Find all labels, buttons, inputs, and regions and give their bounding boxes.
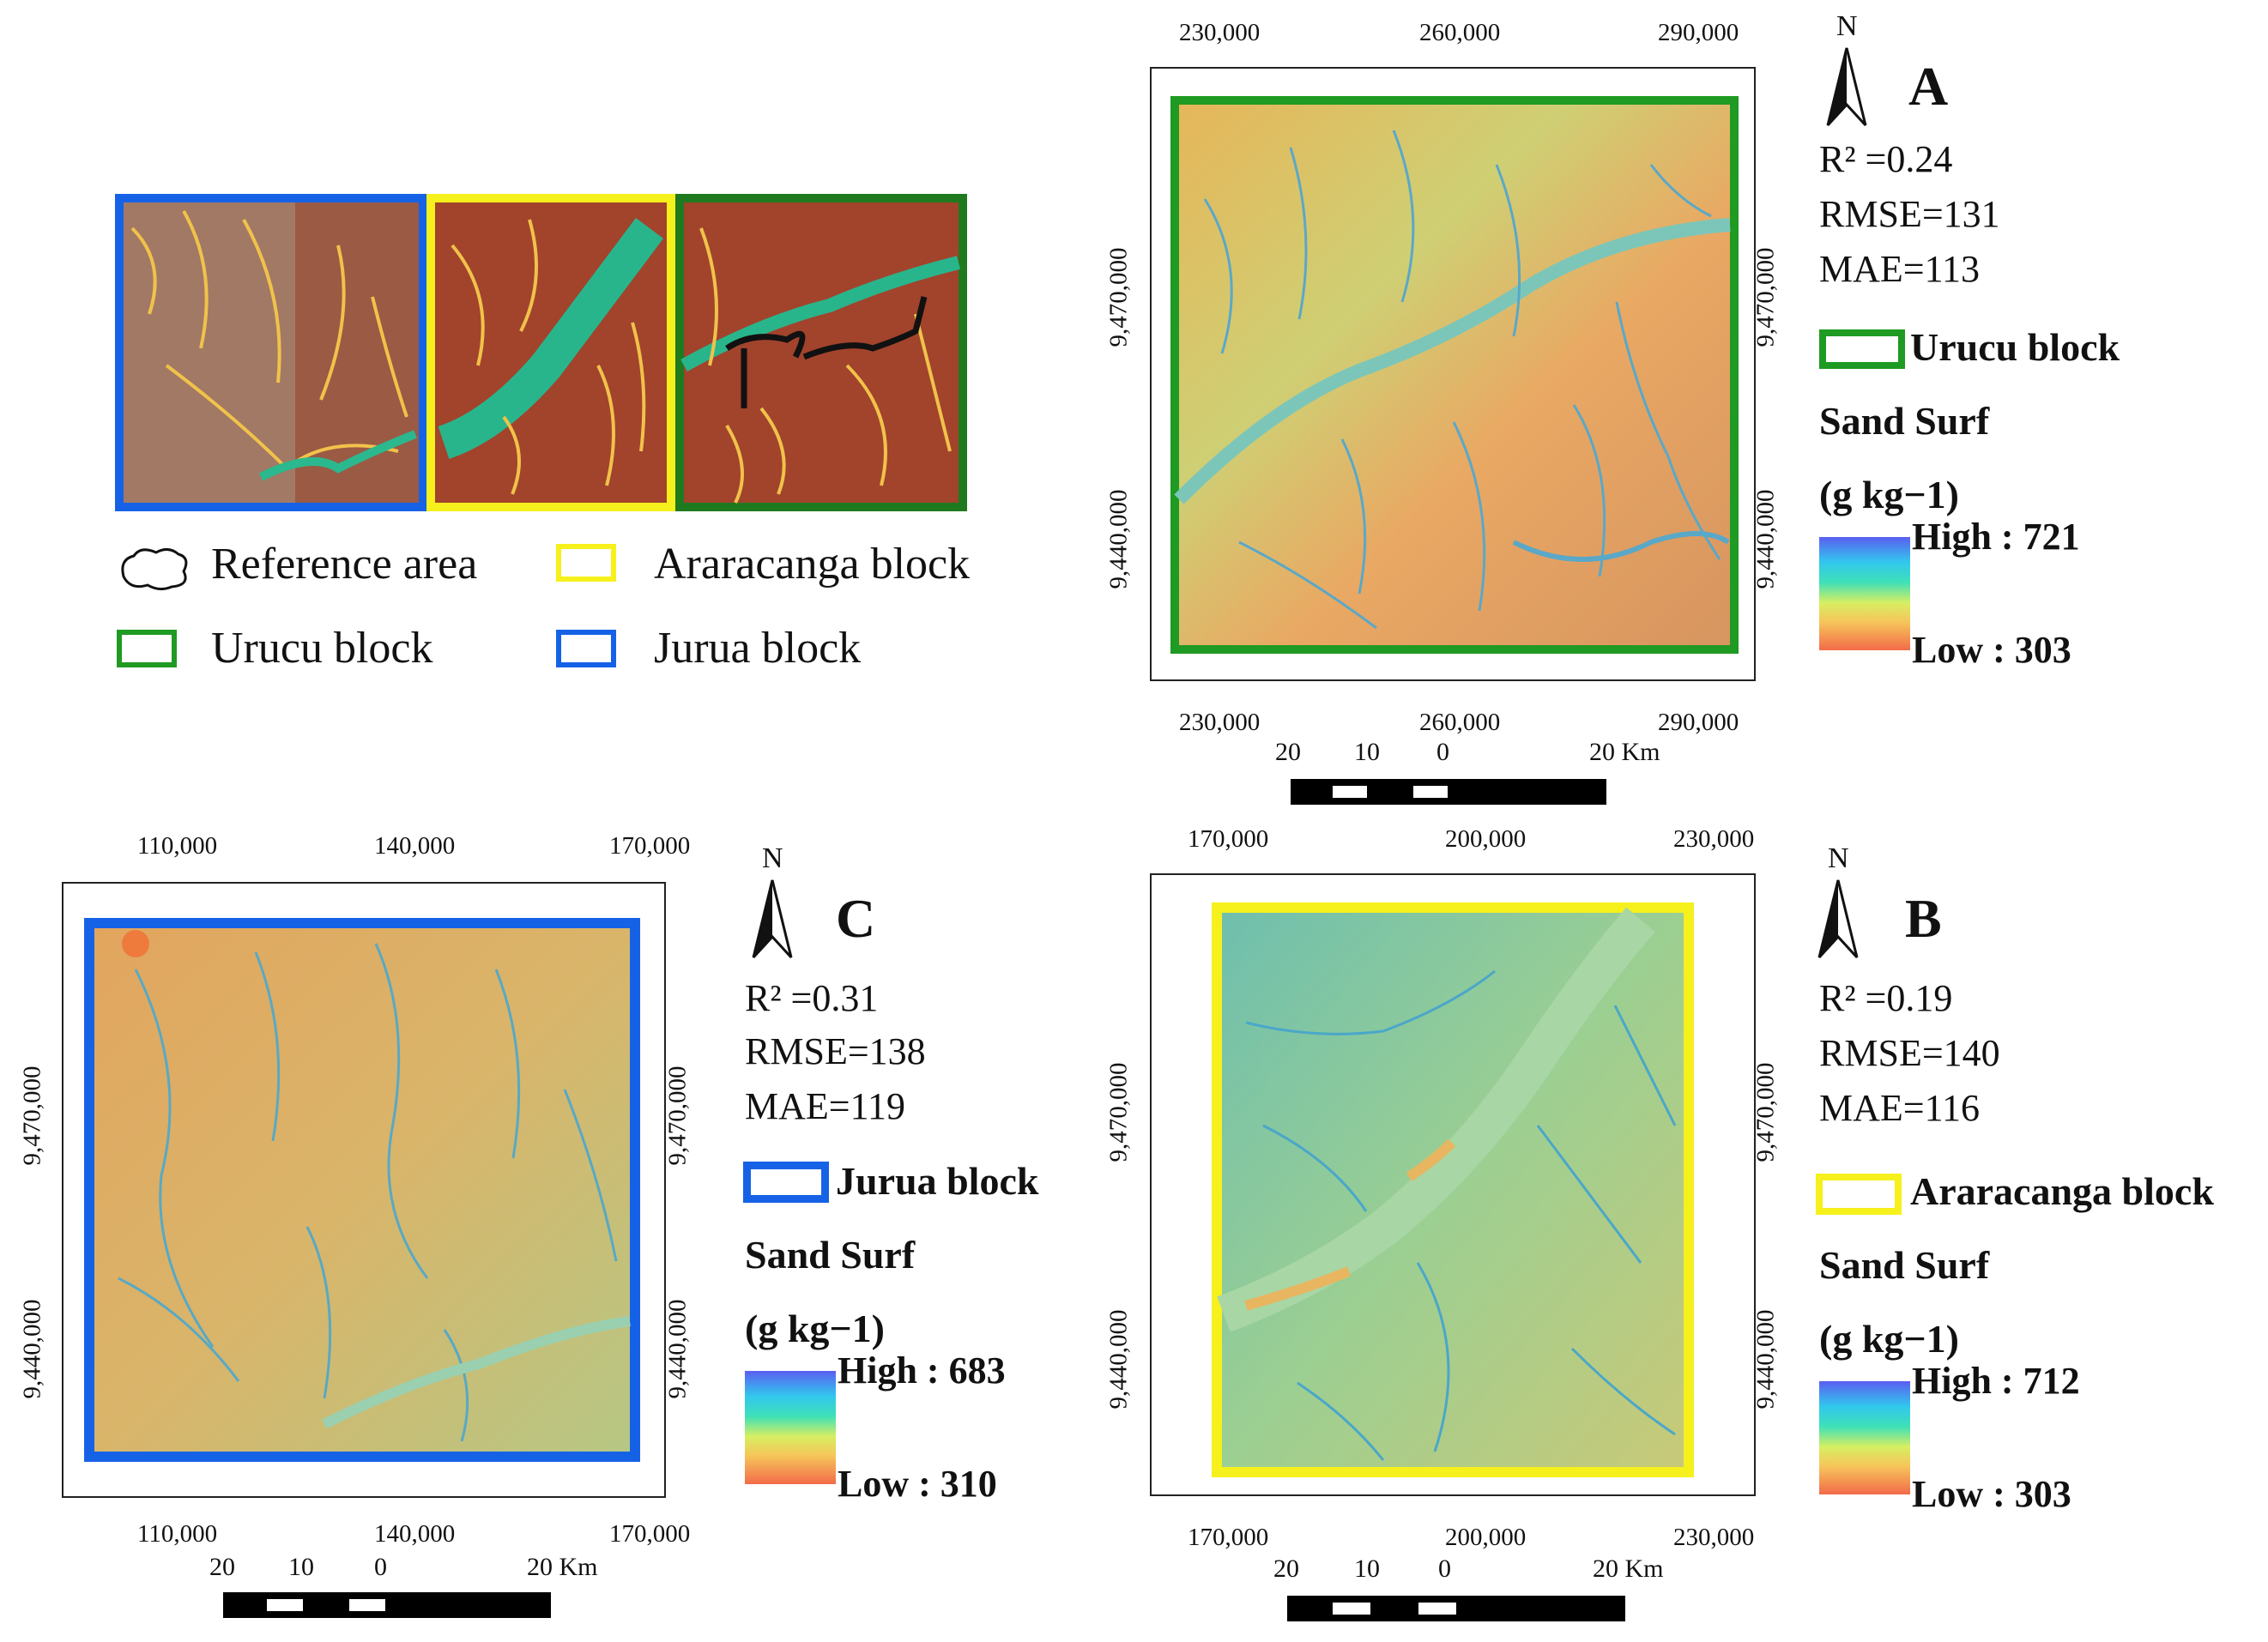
a-block-swatch <box>1819 329 1905 369</box>
a-xtick-top-1: 230,000 <box>1179 19 1261 46</box>
a-panel-letter: A <box>1908 56 1949 117</box>
b-xtick-top-2: 200,000 <box>1445 825 1527 853</box>
a-mae: MAE=113 <box>1819 248 1980 290</box>
b-scale-bar <box>1287 1596 1625 1621</box>
a-xtick-bot-2: 260,000 <box>1419 709 1501 736</box>
a-scale-l3: 0 <box>1436 738 1449 766</box>
araracanga-raster <box>1212 902 1694 1477</box>
c-scale-l3: 0 <box>374 1553 387 1581</box>
b-xtick-bot-2: 200,000 <box>1445 1524 1527 1551</box>
b-panel-letter: B <box>1905 888 1942 949</box>
c-xtick-bot-2: 140,000 <box>374 1520 456 1548</box>
b-mae: MAE=116 <box>1819 1087 1980 1129</box>
b-rmse: RMSE=140 <box>1819 1032 2000 1074</box>
a-unit-label: (g kg−1) <box>1819 473 1959 516</box>
a-block-label: Urucu block <box>1910 325 2120 369</box>
b-ytick-right-1: 9,470,000 <box>1751 1062 1780 1162</box>
a-variable-label: Sand Surf <box>1819 399 1990 443</box>
c-mae: MAE=119 <box>745 1085 905 1127</box>
c-low-label: Low : 310 <box>838 1463 997 1505</box>
legend-urucu-label: Urucu block <box>211 624 433 673</box>
b-ytick-left-1: 9,470,000 <box>1104 1062 1133 1162</box>
c-scale-l2: 10 <box>288 1553 314 1581</box>
b-xtick-top-1: 170,000 <box>1188 825 1269 853</box>
c-xtick-top-1: 110,000 <box>137 832 218 860</box>
c-ytick-left-1: 9,470,000 <box>18 1065 46 1166</box>
b-color-ramp <box>1819 1381 1910 1494</box>
c-scale-l1: 20 <box>209 1553 235 1581</box>
urucu-thumbnail <box>675 194 967 511</box>
b-block-label: Araracanga block <box>1910 1169 2214 1213</box>
b-low-label: Low : 303 <box>1912 1473 2071 1515</box>
c-rmse: RMSE=138 <box>745 1030 926 1072</box>
c-ytick-right-2: 9,440,000 <box>663 1299 692 1399</box>
araracanga-swatch <box>556 544 616 582</box>
jurua-thumbnail <box>115 194 427 511</box>
b-xtick-bot-1: 170,000 <box>1188 1524 1269 1551</box>
urucu-swatch <box>117 630 177 667</box>
b-scale-l4: 20 Km <box>1593 1554 1664 1583</box>
a-xtick-bot-3: 290,000 <box>1658 709 1739 736</box>
c-ytick-right-1: 9,470,000 <box>663 1065 692 1166</box>
c-block-label: Jurua block <box>836 1159 1039 1203</box>
b-scale-l3: 0 <box>1438 1554 1451 1583</box>
a-north-label: N <box>1836 10 1858 42</box>
c-high-label: High : 683 <box>838 1349 1006 1391</box>
c-xtick-bot-3: 170,000 <box>609 1520 691 1548</box>
a-color-ramp <box>1819 537 1910 650</box>
jurua-raster <box>84 918 640 1462</box>
c-north-label: N <box>762 842 783 874</box>
c-scale-bar <box>223 1592 551 1618</box>
b-ytick-left-2: 9,440,000 <box>1104 1309 1133 1410</box>
c-north-arrow-icon <box>752 879 793 959</box>
legend-reference-label: Reference area <box>211 540 478 589</box>
a-ytick-right-2: 9,440,000 <box>1751 489 1780 589</box>
c-xtick-top-3: 170,000 <box>609 832 691 860</box>
a-rmse: RMSE=131 <box>1819 193 2000 235</box>
b-xtick-bot-3: 230,000 <box>1673 1524 1755 1551</box>
a-ytick-left-2: 9,440,000 <box>1104 489 1133 589</box>
a-ytick-right-1: 9,470,000 <box>1751 247 1780 347</box>
c-xtick-bot-1: 110,000 <box>137 1520 218 1548</box>
c-scale-l4: 20 Km <box>527 1553 598 1581</box>
a-xtick-bot-1: 230,000 <box>1179 709 1261 736</box>
b-variable-label: Sand Surf <box>1819 1243 1990 1287</box>
legend-jurua-label: Jurua block <box>654 624 862 673</box>
b-block-swatch <box>1816 1174 1902 1215</box>
a-r2: R² =0.24 <box>1819 138 1953 180</box>
b-north-label: N <box>1828 842 1849 874</box>
a-scale-l4: 20 Km <box>1589 738 1660 766</box>
b-north-arrow-icon <box>1817 879 1859 959</box>
araracanga-thumbnail <box>426 194 675 511</box>
b-high-label: High : 712 <box>1912 1360 2080 1402</box>
a-high-label: High : 721 <box>1912 516 2080 558</box>
b-xtick-top-3: 230,000 <box>1673 825 1755 853</box>
a-low-label: Low : 303 <box>1912 629 2071 671</box>
c-variable-label: Sand Surf <box>745 1233 916 1277</box>
b-r2: R² =0.19 <box>1819 977 1953 1019</box>
c-panel-letter: C <box>836 888 876 949</box>
reference-area-icon <box>121 548 188 591</box>
c-xtick-top-2: 140,000 <box>374 832 456 860</box>
c-r2: R² =0.31 <box>745 977 879 1019</box>
c-ytick-left-2: 9,440,000 <box>18 1299 46 1399</box>
a-xtick-top-2: 260,000 <box>1419 19 1501 46</box>
a-scale-bar <box>1291 779 1606 805</box>
a-scale-l2: 10 <box>1354 738 1380 766</box>
b-ytick-right-2: 9,440,000 <box>1751 1309 1780 1410</box>
c-color-ramp <box>745 1371 836 1484</box>
b-scale-l1: 20 <box>1273 1554 1299 1583</box>
urucu-raster <box>1170 96 1739 654</box>
legend-araracanga-label: Araracanga block <box>654 540 971 589</box>
b-unit-label: (g kg−1) <box>1819 1317 1959 1361</box>
c-block-swatch <box>743 1162 829 1203</box>
a-north-arrow-icon <box>1826 47 1867 127</box>
a-scale-l1: 20 <box>1275 738 1301 766</box>
c-unit-label: (g kg−1) <box>745 1307 885 1350</box>
b-scale-l2: 10 <box>1354 1554 1380 1583</box>
a-ytick-left-1: 9,470,000 <box>1104 247 1133 347</box>
a-xtick-top-3: 290,000 <box>1658 19 1739 46</box>
jurua-swatch <box>556 630 616 667</box>
